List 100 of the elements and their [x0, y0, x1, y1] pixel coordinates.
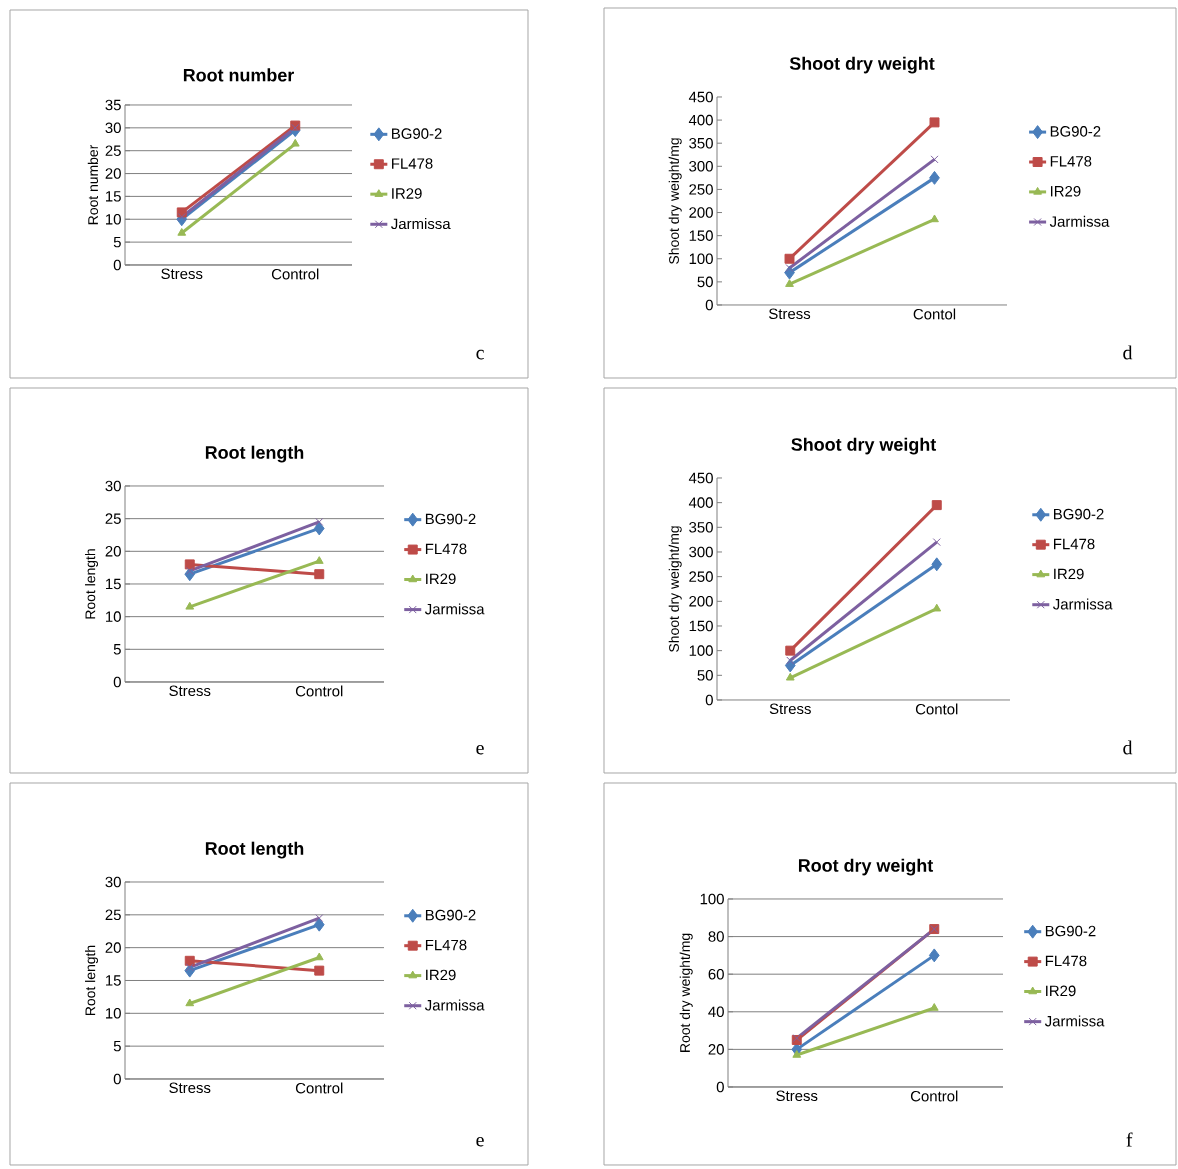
legend-label: FL478 — [425, 939, 467, 951]
y-tick-label: 25 — [105, 145, 121, 156]
x-tick-label: Control — [271, 268, 319, 280]
legend-label: BG90-2 — [1054, 508, 1104, 520]
legend-label: BG90-2 — [1045, 925, 1096, 937]
y-tick-label: 0 — [716, 1081, 724, 1093]
x-tick-label: Control — [910, 1090, 958, 1102]
y-tick-label: 50 — [697, 276, 713, 288]
y-axis-title: Root dry weight/mg — [679, 933, 693, 1052]
x-tick-label: Stress — [161, 268, 203, 280]
y-tick-label: 50 — [697, 670, 713, 681]
text: e — [476, 1136, 484, 1147]
y-tick-label: 0 — [705, 299, 713, 311]
legend-label: BG90-2 — [392, 128, 442, 139]
y-axis-title: Root length — [85, 945, 99, 1016]
y-tick-label: 15 — [106, 191, 121, 202]
x-tick-label: Stress — [769, 703, 811, 715]
legend-label: IR29 — [1054, 568, 1084, 580]
legend-label: BG90-2 — [425, 513, 476, 525]
y-tick-label: 400 — [688, 497, 713, 508]
chart-title: Shoot dry weight — [789, 56, 935, 74]
chart-title: Root length — [205, 841, 304, 859]
y-tick-label: 150 — [689, 230, 713, 241]
legend-label: FL478 — [1045, 955, 1087, 967]
text: f — [1126, 1132, 1133, 1147]
legend-label: Jarmissa — [1049, 215, 1110, 227]
y-axis-title: Root number — [87, 144, 99, 225]
x-tick-label: Stress — [769, 308, 811, 320]
legend-label: BG90-2 — [1050, 126, 1101, 137]
y-tick-label: 5 — [113, 644, 121, 655]
y-tick-label: 350 — [689, 137, 713, 149]
legend-label: FL478 — [1054, 538, 1095, 550]
x-tick-label: Stress — [776, 1090, 818, 1102]
legend-label: BG90-2 — [425, 909, 476, 921]
y-tick-label: 5 — [113, 236, 121, 248]
y-tick-label: 10 — [106, 1008, 121, 1019]
legend-label: Jarmissa — [424, 999, 485, 1011]
y-tick-label: 30 — [105, 480, 121, 492]
legend-label: IR29 — [392, 188, 422, 199]
legend-label: IR29 — [1046, 985, 1076, 997]
y-tick-label: 450 — [688, 472, 713, 484]
x-tick-label: Stress — [169, 685, 211, 697]
y-tick-label: 35 — [105, 99, 121, 111]
y-tick-label: 10 — [106, 611, 121, 622]
legend-label: Jarmissa — [424, 603, 485, 615]
y-tick-label: 20 — [708, 1044, 724, 1055]
legend-label: Jarmissa — [391, 218, 451, 230]
x-tick-label: Contol — [913, 308, 956, 320]
y-tick-label: 15 — [106, 578, 121, 590]
y-tick-label: 30 — [105, 122, 121, 134]
x-tick-label: Control — [295, 1082, 343, 1094]
y-tick-label: 0 — [113, 1073, 121, 1085]
chart-title: Shoot dry weight — [791, 437, 937, 455]
y-axis-title: Root length — [85, 549, 99, 619]
y-tick-label: 30 — [105, 876, 121, 888]
chart-title: Root number — [183, 68, 295, 82]
y-tick-label: 5 — [113, 1040, 121, 1052]
y-tick-label: 100 — [689, 253, 713, 265]
y-tick-label: 0 — [705, 694, 713, 706]
legend-label: FL478 — [392, 158, 433, 169]
y-tick-label: 20 — [105, 168, 121, 179]
legend-label: IR29 — [426, 573, 456, 585]
legend-label: Jarmissa — [1053, 598, 1113, 610]
legend-label: IR29 — [1050, 185, 1081, 197]
text: c — [476, 349, 484, 360]
y-tick-label: 10 — [106, 213, 121, 225]
y-tick-label: 25 — [105, 909, 121, 921]
legend-label: FL478 — [425, 543, 467, 555]
y-tick-label: 150 — [689, 620, 713, 632]
text: e — [476, 744, 484, 755]
y-tick-label: 250 — [689, 184, 713, 195]
y-tick-label: 450 — [688, 91, 713, 103]
y-axis-title: Shoot dry weight/mg — [668, 526, 682, 652]
chart-title: Root length — [205, 445, 304, 463]
y-tick-label: 200 — [689, 207, 713, 218]
y-tick-label: 300 — [689, 161, 713, 172]
x-tick-label: Contol — [915, 703, 958, 715]
y-tick-label: 400 — [688, 114, 713, 126]
y-tick-label: 100 — [700, 893, 724, 905]
y-tick-label: 15 — [106, 975, 121, 986]
y-tick-label: 60 — [708, 968, 724, 980]
y-tick-label: 0 — [113, 676, 121, 688]
legend-label: Jarmissa — [1044, 1015, 1105, 1027]
y-tick-label: 0 — [113, 259, 121, 271]
text: d — [1123, 345, 1133, 360]
y-tick-label: 20 — [105, 942, 121, 953]
y-tick-label: 20 — [105, 546, 121, 557]
legend-label: IR29 — [426, 969, 456, 981]
y-tick-label: 40 — [708, 1006, 724, 1018]
y-tick-label: 200 — [689, 596, 713, 607]
y-tick-label: 100 — [689, 645, 713, 656]
y-axis-title: Shoot dry weight/mg — [668, 138, 682, 264]
chart-title: Root dry weight — [798, 858, 934, 876]
legend-label: FL478 — [1050, 156, 1092, 167]
text: d — [1123, 740, 1133, 755]
x-tick-label: Control — [295, 685, 343, 697]
y-tick-label: 300 — [689, 546, 713, 558]
x-tick-label: Stress — [169, 1082, 211, 1094]
y-tick-label: 80 — [708, 931, 724, 942]
y-tick-label: 350 — [689, 522, 713, 533]
